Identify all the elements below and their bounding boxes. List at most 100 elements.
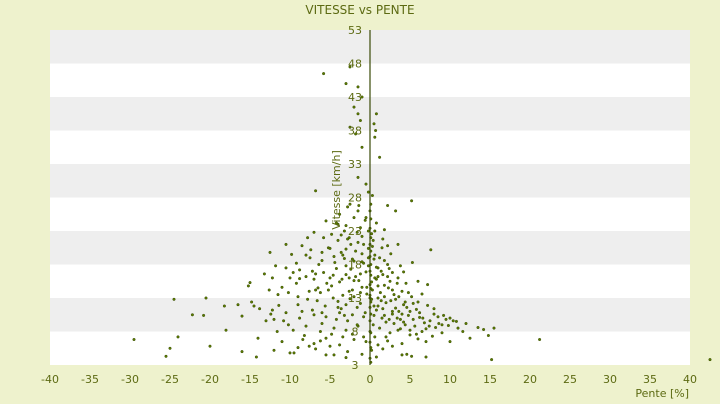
data-point [364, 270, 368, 274]
data-point [276, 293, 280, 297]
data-point [424, 327, 428, 331]
data-point [476, 326, 480, 330]
data-point [446, 324, 450, 328]
data-point [360, 145, 364, 149]
data-point [360, 352, 364, 356]
data-point [332, 326, 336, 330]
x-tick-label: -10 [281, 373, 299, 386]
data-point [360, 252, 364, 256]
data-point [258, 307, 262, 311]
data-point [298, 277, 302, 281]
data-point [364, 216, 368, 220]
data-point [356, 112, 360, 116]
data-point [398, 264, 402, 268]
data-point [372, 304, 376, 308]
data-point [384, 301, 388, 305]
data-point [366, 229, 370, 233]
data-point [208, 344, 212, 348]
data-point [304, 275, 308, 279]
data-point [352, 105, 356, 109]
data-point [392, 322, 396, 326]
data-point [421, 316, 425, 320]
data-point [456, 326, 460, 330]
data-point [272, 317, 276, 321]
data-point [342, 229, 346, 233]
data-point [436, 315, 440, 319]
data-point [202, 313, 206, 317]
x-tick-label: 15 [483, 373, 497, 386]
data-point [382, 283, 386, 287]
data-point [538, 338, 542, 342]
data-point [420, 330, 424, 334]
data-point [413, 324, 417, 328]
data-point [402, 303, 406, 307]
data-point [300, 244, 304, 248]
y-axis-label: Vitesse [km/h] [330, 150, 343, 230]
data-point [382, 259, 386, 263]
data-point [366, 264, 370, 268]
data-point [354, 249, 358, 253]
data-point [410, 261, 414, 265]
data-point [420, 292, 424, 296]
data-point [424, 340, 428, 344]
data-point [298, 316, 302, 320]
data-point [416, 337, 420, 341]
data-point [318, 339, 322, 343]
data-point [349, 242, 353, 246]
data-point [323, 304, 327, 308]
data-point [308, 256, 312, 260]
y-tick-label: 28 [348, 192, 362, 205]
data-point [350, 257, 354, 261]
data-point [432, 307, 436, 311]
data-points [132, 65, 712, 364]
data-point [339, 307, 343, 311]
data-point [262, 272, 266, 276]
data-point [132, 338, 136, 342]
data-point [390, 288, 394, 292]
data-point [362, 315, 366, 319]
y-tick-label: 23 [348, 225, 362, 238]
data-point [376, 284, 380, 288]
data-point [408, 333, 412, 337]
data-point [310, 269, 314, 273]
x-tick-label: -15 [241, 373, 259, 386]
data-point [348, 202, 352, 206]
data-point [382, 313, 386, 317]
data-point [286, 323, 290, 327]
data-point [338, 311, 342, 315]
data-point [374, 112, 378, 116]
data-point [374, 265, 378, 269]
data-point [402, 270, 406, 274]
data-point [275, 330, 279, 334]
x-tick-label: 5 [407, 373, 414, 386]
data-point [378, 291, 382, 295]
data-point [240, 314, 244, 318]
data-point [400, 312, 404, 316]
data-point [350, 313, 354, 317]
data-point [400, 353, 404, 357]
data-point [348, 65, 352, 69]
y-tick-label: 48 [348, 58, 362, 71]
data-point [486, 334, 490, 338]
data-point [394, 209, 398, 213]
data-point [390, 271, 394, 275]
data-point [332, 254, 336, 258]
data-point [307, 289, 311, 293]
data-point [346, 350, 350, 354]
data-point [404, 281, 408, 285]
data-point [492, 326, 496, 330]
data-point [388, 331, 392, 335]
data-point [381, 237, 385, 241]
data-point [342, 313, 346, 317]
x-tick-labels: -40 -35 -30 -25 -20 -15 -10 -5 0 5 10 15 20 25 30 35 40 [41, 373, 697, 386]
data-point [254, 355, 258, 359]
data-point [270, 308, 274, 312]
data-point [358, 301, 362, 305]
data-point [426, 303, 430, 307]
data-point [344, 82, 348, 86]
data-point [320, 250, 324, 254]
data-point [396, 242, 400, 246]
data-point [348, 125, 352, 129]
data-point [302, 334, 306, 338]
